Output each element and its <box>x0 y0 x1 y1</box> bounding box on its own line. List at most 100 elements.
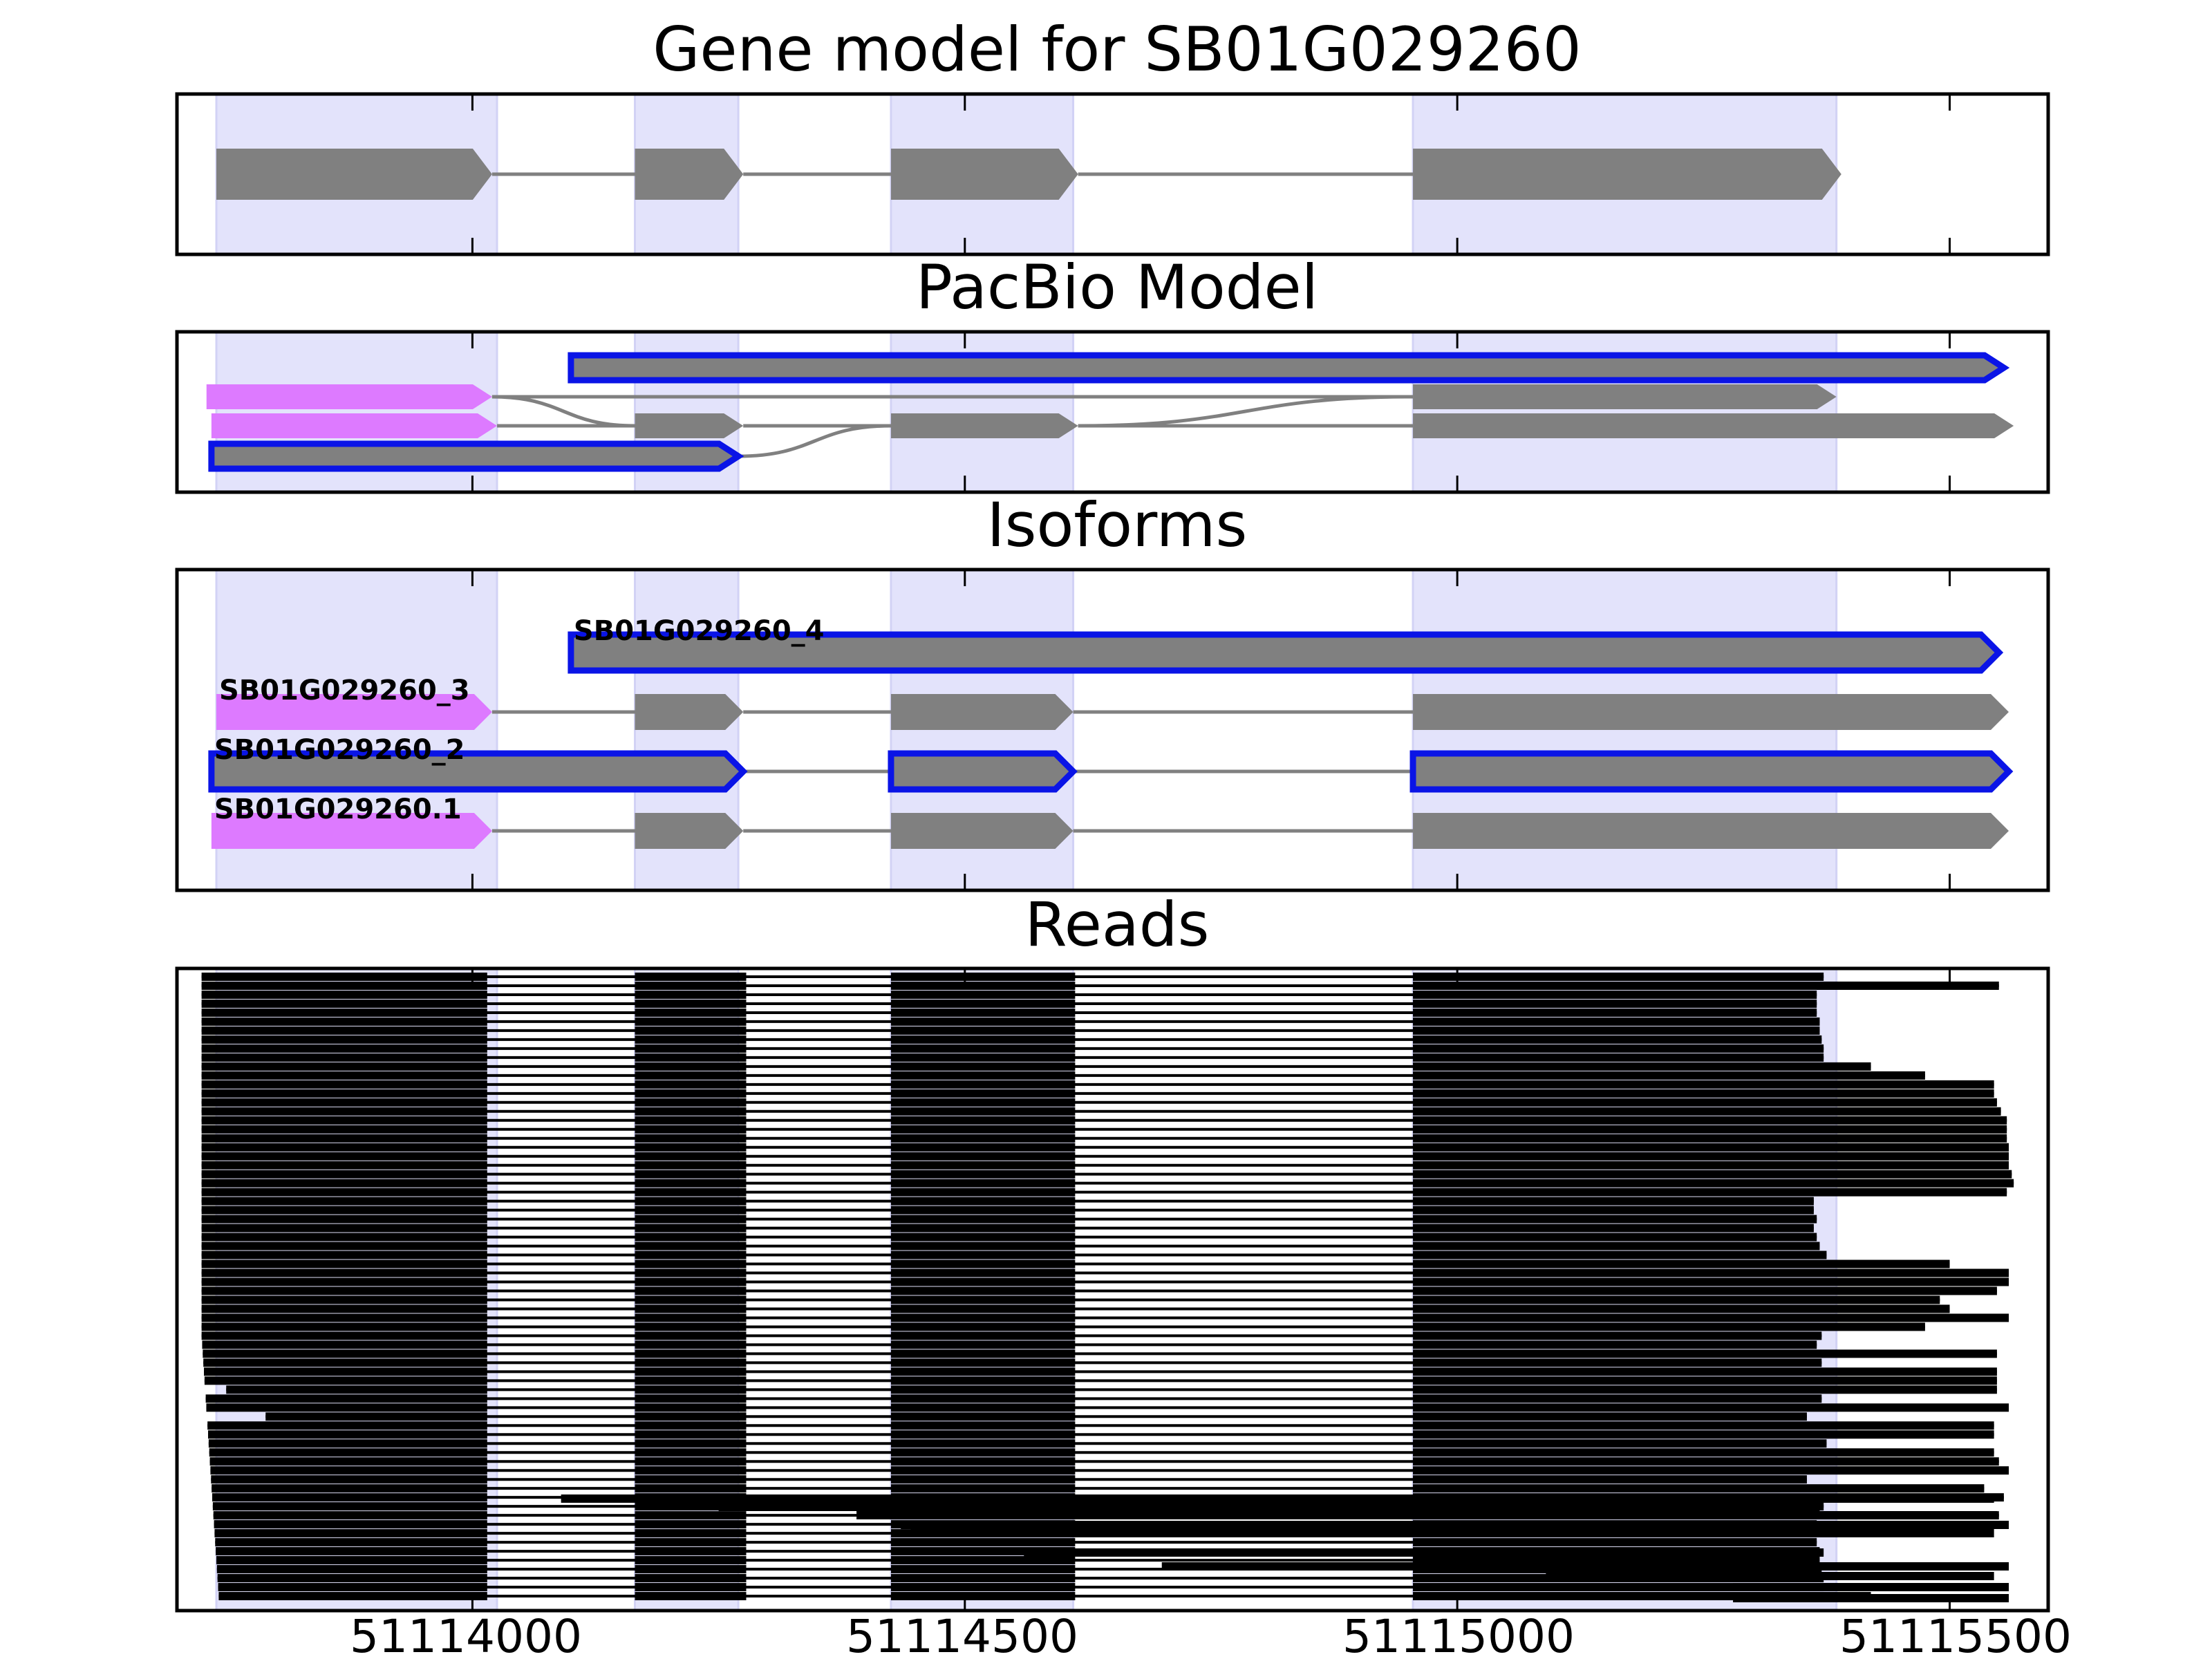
read-24 <box>201 1179 2014 1188</box>
read-exon-segment <box>1413 1143 2009 1152</box>
read-56 <box>210 1466 2009 1475</box>
highlighted-exon-block <box>1409 750 2014 793</box>
read-exon-segment <box>201 1259 487 1268</box>
read-exon-segment <box>635 1331 747 1340</box>
read-exon-segment <box>635 1538 747 1547</box>
read-exon-segment <box>1413 1340 1817 1349</box>
read-short-3 <box>856 1511 1997 1519</box>
exon-block <box>216 149 492 200</box>
read-exon-segment <box>890 1286 1076 1295</box>
read-exon-segment <box>635 1421 747 1430</box>
exon-block <box>635 149 744 200</box>
read-exon-segment <box>635 1125 747 1134</box>
read-exon-segment <box>208 1430 487 1439</box>
plot-frame-pacbio-model <box>175 330 2050 494</box>
read-57 <box>211 1475 1807 1484</box>
highlighted-exon-block <box>568 352 2010 384</box>
read-exon-segment <box>635 1511 747 1520</box>
read-2 <box>201 981 1999 990</box>
isoform-label: SB01G029260_4 <box>574 615 825 647</box>
read-exon-segment <box>890 1475 1076 1484</box>
read-69 <box>218 1583 1824 1592</box>
exon-block <box>1413 149 1841 200</box>
read-exon-segment <box>890 1241 1076 1250</box>
read-exon-segment <box>890 1062 1076 1071</box>
read-exon-segment <box>635 1448 747 1457</box>
read-exon-segment <box>1413 1215 1817 1224</box>
read-exon-segment <box>1413 990 1817 999</box>
read-7 <box>201 1026 1820 1035</box>
read-exon-segment <box>1413 1457 1999 1466</box>
x-tick-label-51114000: 51114000 <box>350 1610 582 1659</box>
read-exon-segment <box>201 1313 487 1322</box>
read-exon-segment <box>201 1268 487 1277</box>
read-exon-segment <box>635 1008 747 1017</box>
read-1 <box>201 973 1824 981</box>
read-exon-segment <box>635 1322 747 1331</box>
read-exon-segment <box>1413 1134 2007 1143</box>
splice-connector-curve <box>491 395 635 428</box>
read-exon-segment <box>890 1376 1076 1385</box>
read-3 <box>201 990 1817 999</box>
read-exon-segment <box>201 1250 487 1259</box>
read-32 <box>201 1250 1827 1259</box>
read-exon-segment <box>890 1394 1076 1403</box>
read-42 <box>202 1340 1817 1349</box>
read-exon-segment <box>201 1062 487 1071</box>
read-12 <box>201 1071 1925 1080</box>
read-exon-segment <box>890 1268 1076 1277</box>
read-exon-segment <box>890 1232 1076 1241</box>
read-18 <box>201 1125 2007 1134</box>
read-exon-segment <box>201 1143 487 1152</box>
read-exon-segment <box>635 1457 747 1466</box>
read-exon-segment <box>890 1206 1076 1215</box>
plot-frame-isoforms <box>175 568 2050 892</box>
exon-block <box>1413 413 2014 438</box>
read-exon-segment <box>890 1017 1076 1026</box>
read-exon-segment <box>635 1313 747 1322</box>
isoform-label: SB01G029260_2 <box>214 734 465 766</box>
read-exon-segment <box>635 1116 747 1125</box>
read-14 <box>201 1089 1994 1098</box>
read-exon-segment <box>215 1538 487 1547</box>
read-exon-segment <box>890 1448 1076 1457</box>
gene-model-plot <box>175 92 2050 256</box>
read-exon-segment <box>890 1053 1076 1062</box>
read-exon-segment <box>1413 1125 2007 1134</box>
read-exon-segment <box>635 1403 747 1412</box>
read-exon-segment <box>201 1134 487 1143</box>
read-exon-segment <box>635 1340 747 1349</box>
read-exon-segment <box>890 1277 1076 1286</box>
read-short-4 <box>901 1521 2009 1529</box>
read-exon-segment <box>635 1583 747 1592</box>
read-exon-segment <box>890 1008 1076 1017</box>
read-exon-segment <box>209 1457 487 1466</box>
read-exon-segment <box>212 1502 487 1511</box>
read-exon-segment <box>204 1376 487 1385</box>
read-4 <box>201 999 1817 1008</box>
read-exon-segment <box>201 1008 487 1017</box>
read-exon-segment <box>890 1457 1076 1466</box>
read-exon-segment <box>201 1179 487 1188</box>
read-exon-segment <box>216 1547 487 1556</box>
read-exon-segment <box>201 1017 487 1026</box>
read-exon-segment <box>1413 1116 2007 1125</box>
read-exon-segment <box>890 1385 1076 1394</box>
read-exon-segment <box>635 1080 747 1089</box>
read-exon-segment <box>635 1520 747 1529</box>
read-exon-segment <box>201 1224 487 1232</box>
utr-block <box>211 413 498 438</box>
read-exon-segment <box>1413 1017 1820 1026</box>
read-exon-segment <box>201 1295 487 1304</box>
read-exon-segment <box>890 1188 1076 1197</box>
read-50 <box>265 1412 1807 1421</box>
read-exon-segment <box>1413 1008 1817 1017</box>
read-short-7 <box>1161 1562 2009 1571</box>
read-exon-segment <box>1413 1286 1997 1295</box>
read-exon-segment <box>890 1098 1076 1107</box>
read-15 <box>201 1098 1997 1107</box>
read-17 <box>201 1116 2007 1125</box>
read-exon-segment <box>1413 1304 1950 1313</box>
read-53 <box>208 1439 1827 1448</box>
read-exon-segment <box>217 1574 487 1583</box>
